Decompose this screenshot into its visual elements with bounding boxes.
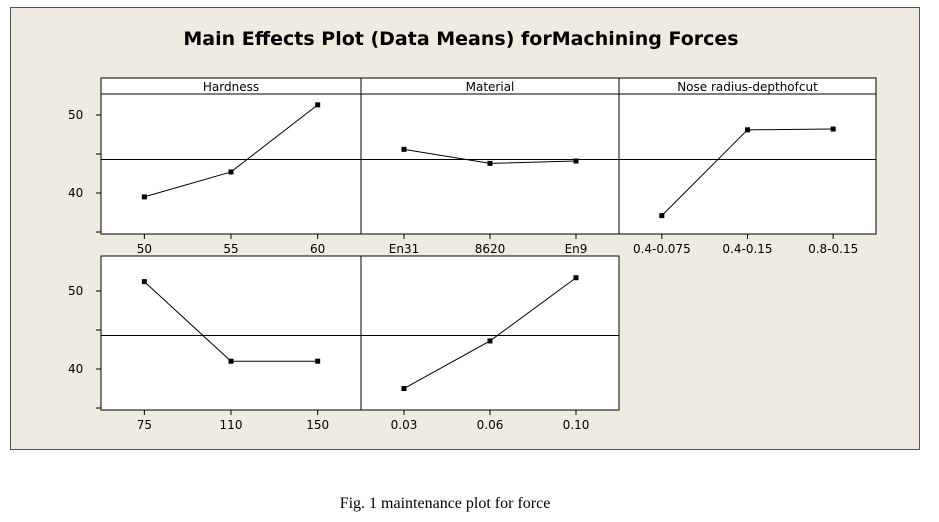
data-point: [228, 169, 234, 175]
panel-frame: [360, 255, 620, 411]
panel-label: Nose radius-depthofcut: [677, 80, 818, 94]
x-tick-label: 0.10: [563, 418, 590, 432]
panel-label: Material: [466, 80, 515, 94]
data-point: [141, 279, 147, 285]
y-tick-label: 40: [68, 362, 83, 376]
chart-title: Main Effects Plot (Data Means) forMachin…: [183, 28, 739, 50]
main-effects-chart: Hardness 50 55 60 40 50 Material En31 8620 En9 Nos…: [68, 77, 877, 432]
x-tick-label: 110: [220, 418, 243, 432]
panel-2: Material En31 8620 En9: [360, 77, 620, 256]
data-point: [573, 275, 579, 281]
x-tick-label: En9: [565, 242, 588, 256]
panel-5: 0.03 0.06 0.10: [360, 255, 620, 432]
panel-frame: [100, 77, 362, 235]
x-tick-label: 75: [137, 418, 152, 432]
data-point: [315, 358, 321, 364]
x-tick-label: 50: [137, 242, 152, 256]
x-tick-label: 8620: [475, 242, 506, 256]
x-tick-label: En31: [389, 242, 419, 256]
panel-1: Hardness 50 55 60 40 50: [68, 77, 362, 256]
data-point: [745, 127, 750, 133]
y-tick-label: 50: [68, 284, 83, 298]
panel-3: Nose radius-depthofcut 0.4-0.075 0.4-0.15 0…: [618, 77, 877, 256]
x-tick-label: 60: [310, 242, 325, 256]
data-point: [487, 160, 493, 166]
x-tick-label: 0.06: [477, 418, 504, 432]
x-tick-label: 0.4-0.15: [722, 242, 772, 256]
panel-frame: [100, 255, 362, 411]
panel-4: 75 110 150 40 50: [68, 255, 362, 432]
data-point: [141, 194, 147, 200]
data-point: [830, 126, 836, 132]
data-point: [401, 146, 407, 152]
panel-frame: [360, 77, 620, 235]
data-point: [573, 158, 579, 164]
panel-label: Hardness: [203, 80, 259, 94]
figure-caption: Fig. 1 maintenance plot for force: [339, 495, 551, 512]
x-tick-label: 0.03: [391, 418, 418, 432]
x-tick-label: 0.4-0.075: [633, 242, 691, 256]
x-tick-label: 150: [306, 418, 329, 432]
y-tick-label: 50: [68, 108, 83, 122]
x-tick-label: 0.8-0.15: [808, 242, 858, 256]
data-point: [315, 102, 321, 108]
data-point: [487, 338, 493, 344]
y-tick-label: 40: [68, 186, 83, 200]
data-point: [659, 213, 665, 219]
panel-frame: [618, 77, 877, 235]
data-point: [228, 358, 234, 364]
x-tick-label: 55: [223, 242, 238, 256]
data-point: [401, 386, 407, 391]
